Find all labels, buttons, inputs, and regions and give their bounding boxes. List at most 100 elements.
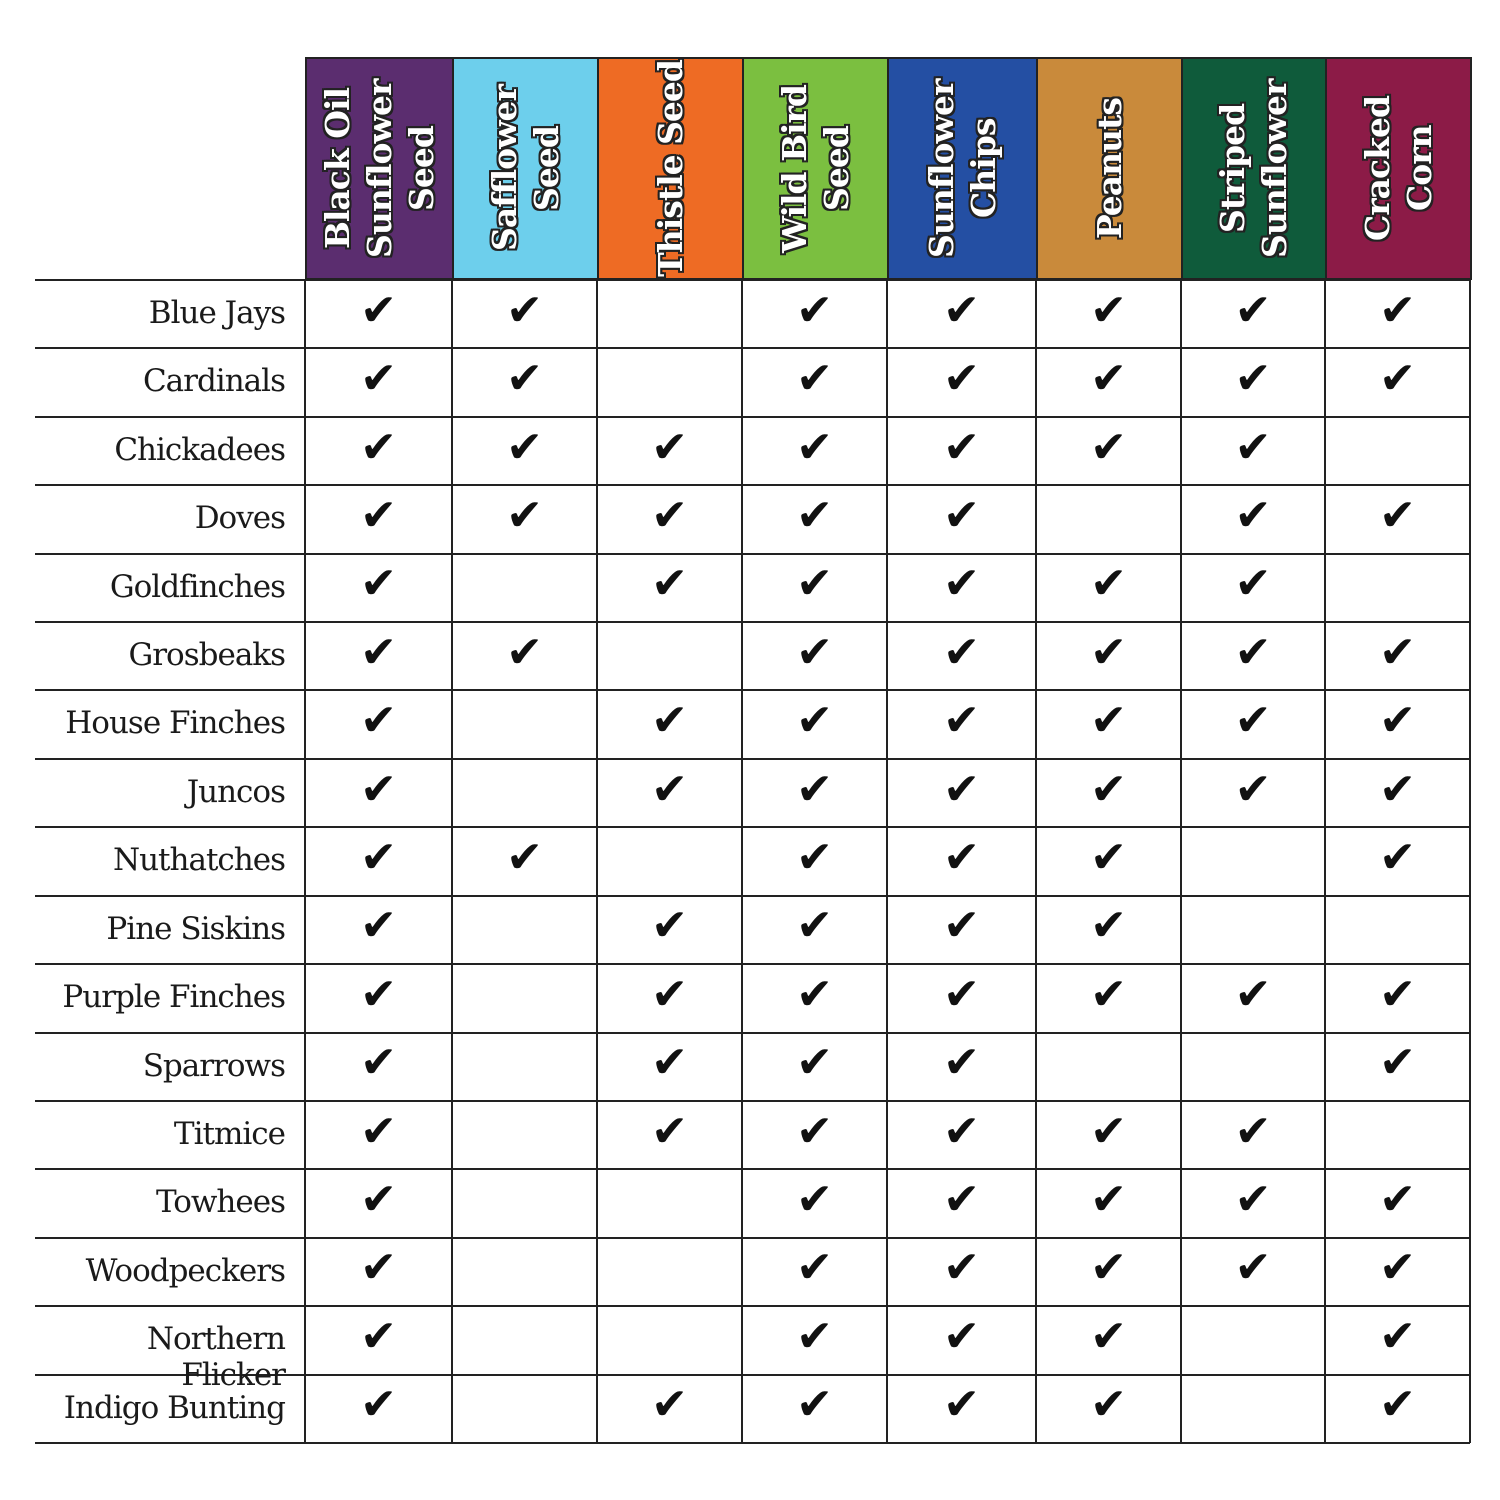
empty-cell <box>1325 892 1470 960</box>
check-mark-icon: ✔ <box>1379 831 1416 883</box>
check-mark-icon: ✔ <box>1090 1310 1127 1362</box>
check-mark-icon: ✔ <box>360 831 397 883</box>
check-mark-icon: ✔ <box>360 421 397 473</box>
row-divider <box>35 1442 1470 1444</box>
check-mark-icon: ✔ <box>943 968 980 1020</box>
empty-cell <box>597 618 742 686</box>
check-mark-icon: ✔ <box>796 284 833 336</box>
check-mark-icon: ✔ <box>1379 353 1416 405</box>
check-mark-icon: ✔ <box>796 1174 833 1226</box>
check-mark-icon: ✔ <box>1234 1242 1272 1294</box>
column-header: Thistle Seed <box>597 57 744 280</box>
empty-cell <box>597 1234 742 1302</box>
column-header-label: Thistle Seed <box>650 60 690 277</box>
row-label: Woodpeckers <box>85 1252 286 1289</box>
check-mark-icon: ✔ <box>1090 695 1127 747</box>
row-label: Nuthatches <box>112 842 286 879</box>
check-mark-icon: ✔ <box>1234 695 1272 747</box>
check-mark-icon: ✔ <box>1090 900 1127 952</box>
column-header: Cracked Corn <box>1325 57 1472 280</box>
column-divider <box>1469 280 1471 1443</box>
check-mark-icon: ✔ <box>1090 626 1127 678</box>
row-divider <box>35 1099 1470 1102</box>
check-mark-icon: ✔ <box>1090 763 1127 815</box>
check-mark-icon: ✔ <box>360 1310 397 1362</box>
column-divider <box>1324 280 1326 1443</box>
check-mark-icon: ✔ <box>1234 1174 1272 1226</box>
check-mark-icon: ✔ <box>943 1037 980 1089</box>
column-header-label: Peanuts <box>1089 97 1129 240</box>
check-mark-icon: ✔ <box>360 968 397 1020</box>
empty-cell <box>1181 1302 1325 1370</box>
column-divider <box>304 280 306 1443</box>
check-mark-icon: ✔ <box>1379 1310 1416 1362</box>
check-mark-icon: ✔ <box>1234 763 1272 815</box>
empty-cell <box>1181 823 1325 891</box>
column-header: Black Oil Sunflower Seed <box>305 57 454 280</box>
check-mark-icon: ✔ <box>1234 353 1272 405</box>
check-mark-icon: ✔ <box>360 900 397 952</box>
empty-cell <box>1325 1097 1470 1165</box>
check-mark-icon: ✔ <box>796 900 833 952</box>
check-mark-icon: ✔ <box>1090 1105 1127 1157</box>
check-mark-icon: ✔ <box>943 695 980 747</box>
empty-cell <box>452 1029 597 1097</box>
check-mark-icon: ✔ <box>506 353 543 405</box>
empty-cell <box>452 755 597 823</box>
check-mark-icon: ✔ <box>796 1242 833 1294</box>
check-mark-icon: ✔ <box>360 1037 397 1089</box>
check-mark-icon: ✔ <box>1234 968 1272 1020</box>
check-mark-icon: ✔ <box>1090 968 1127 1020</box>
row-divider <box>35 757 1470 760</box>
check-mark-icon: ✔ <box>943 1105 980 1157</box>
column-header-label: Black Oil Sunflower Seed <box>317 79 441 258</box>
row-label: House Finches <box>65 705 286 742</box>
check-mark-icon: ✔ <box>651 900 688 952</box>
check-mark-icon: ✔ <box>506 626 543 678</box>
check-mark-icon: ✔ <box>796 1037 833 1089</box>
check-mark-icon: ✔ <box>796 558 833 610</box>
row-label: Blue Jays <box>148 295 286 331</box>
row-label: Grosbeaks <box>128 637 286 674</box>
row-label: Pine Siskins <box>106 910 286 947</box>
check-mark-icon: ✔ <box>1090 558 1127 610</box>
check-mark-icon: ✔ <box>1379 763 1416 815</box>
row-divider <box>35 826 1470 829</box>
row-divider <box>35 1031 1470 1034</box>
column-header-label: Wild Bird Seed <box>774 84 856 253</box>
empty-cell <box>452 892 597 960</box>
check-mark-icon: ✔ <box>1379 695 1416 747</box>
empty-cell <box>452 960 597 1028</box>
row-label: Doves <box>194 500 286 537</box>
check-mark-icon: ✔ <box>796 489 833 541</box>
check-mark-icon: ✔ <box>651 489 688 541</box>
column-divider <box>886 280 888 1443</box>
check-mark-icon: ✔ <box>1379 968 1416 1020</box>
check-mark-icon: ✔ <box>796 763 833 815</box>
row-divider <box>35 689 1470 692</box>
check-mark-icon: ✔ <box>1090 353 1127 405</box>
row-label: Juncos <box>186 773 286 810</box>
row-divider <box>35 1373 1470 1376</box>
row-label: Titmice <box>173 1115 286 1152</box>
check-mark-icon: ✔ <box>360 1242 397 1294</box>
check-mark-icon: ✔ <box>360 558 397 610</box>
check-mark-icon: ✔ <box>1090 284 1127 336</box>
empty-cell <box>452 1234 597 1302</box>
check-mark-icon: ✔ <box>796 695 833 747</box>
check-mark-icon: ✔ <box>360 489 397 541</box>
row-divider <box>35 347 1470 350</box>
column-header-label: Cracked Corn <box>1357 95 1439 242</box>
column-divider <box>596 280 598 1443</box>
column-header: Wild Bird Seed <box>742 57 889 280</box>
check-mark-icon: ✔ <box>1379 1174 1416 1226</box>
column-divider <box>451 280 453 1443</box>
check-mark-icon: ✔ <box>943 1242 980 1294</box>
empty-cell <box>597 344 742 412</box>
check-mark-icon: ✔ <box>360 626 397 678</box>
check-mark-icon: ✔ <box>360 1174 397 1226</box>
check-mark-icon: ✔ <box>1090 1242 1127 1294</box>
check-mark-icon: ✔ <box>1379 1379 1416 1431</box>
check-mark-icon: ✔ <box>651 968 688 1020</box>
row-divider <box>35 894 1470 897</box>
